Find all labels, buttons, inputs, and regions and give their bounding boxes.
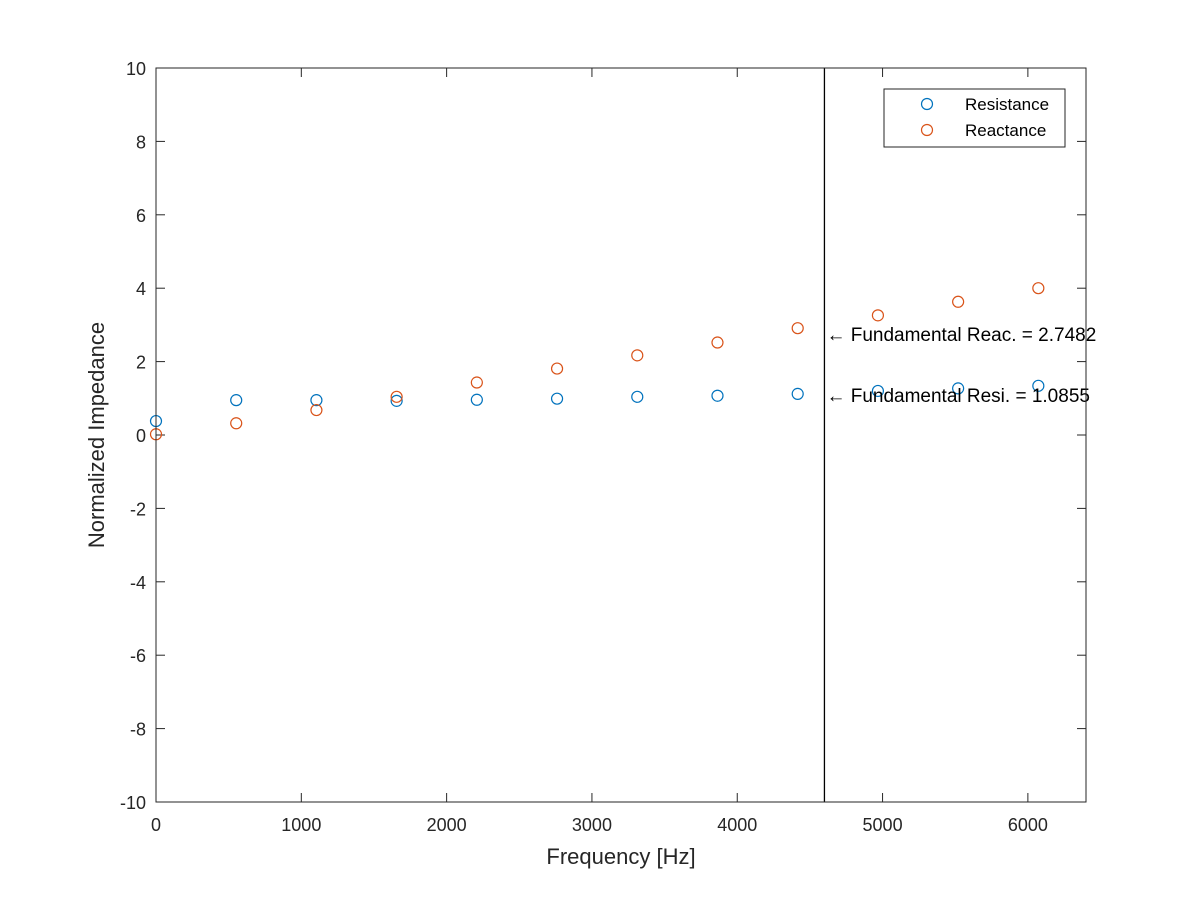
reactance-point (871, 309, 885, 322)
y-tick-label: 6 (136, 206, 146, 226)
y-axis-title: Normalized Impedance (84, 322, 109, 548)
y-tick-label: 10 (126, 59, 146, 79)
x-tick-label: 0 (151, 815, 161, 835)
reactance-point (310, 403, 323, 417)
resistance-point (470, 393, 483, 406)
y-tick-label: -4 (130, 573, 146, 593)
y-tick-label: 2 (136, 353, 146, 373)
resistance-point (791, 387, 804, 400)
legend: Resistance Reactance (883, 88, 1066, 148)
reactance-point (791, 322, 804, 335)
x-tick-label: 4000 (717, 815, 757, 835)
y-tick-labels: -10 -8 -6 -4 -2 0 2 4 6 8 10 (120, 59, 146, 813)
x-tick-label: 5000 (863, 815, 903, 835)
y-tick-label: 0 (136, 426, 146, 446)
reactance-point (390, 390, 403, 403)
resistance-point (390, 394, 403, 407)
plot-frame (155, 67, 1087, 803)
resistance-point (550, 392, 564, 405)
plot-background (156, 68, 1086, 802)
resistance-point (631, 390, 644, 403)
x-tick-label: 6000 (1008, 815, 1048, 835)
reactance-point (550, 362, 564, 375)
x-tick-label: 3000 (572, 815, 612, 835)
legend-marker-reactance (920, 123, 934, 137)
annotation-label: ← Fundamental Resi. = 1.0855 (826, 386, 1090, 407)
resistance-point (871, 384, 885, 398)
y-tick-label: -2 (130, 499, 146, 519)
x-axis-title: Frequency [Hz] (546, 844, 695, 869)
reactance-point (952, 295, 965, 308)
reactance-point (711, 336, 724, 349)
x-tick-label: 2000 (427, 815, 467, 835)
legend-label-resistance: Resistance (965, 95, 1049, 114)
resistance-point (1032, 379, 1045, 392)
legend-entries: Resistance Reactance (920, 95, 1049, 140)
x-tick-labels: 0 1000 2000 3000 4000 5000 6000 (151, 815, 1048, 835)
reactance-point (470, 376, 483, 389)
y-tick-label: -6 (130, 646, 146, 666)
resistance-point (952, 382, 965, 395)
annotation-label: ← Fundamental Reac. = 2.7482 (826, 325, 1096, 346)
reactance-point (631, 349, 644, 362)
reactance-point (230, 417, 243, 430)
legend-box (883, 88, 1066, 148)
reactance-point (1032, 282, 1045, 295)
annotations: ← Fundamental Reac. = 2.7482 ← Fundamenta… (826, 325, 1096, 407)
legend-label-reactance: Reactance (965, 121, 1046, 140)
y-tick-label: -10 (120, 793, 146, 813)
legend-marker-resistance (920, 97, 934, 111)
y-tick-label: -8 (130, 720, 146, 740)
resistance-point (310, 394, 323, 407)
resistance-point (711, 389, 724, 402)
y-tick-label: 4 (136, 279, 146, 299)
x-tick-label: 1000 (281, 815, 321, 835)
y-tick-label: 8 (136, 132, 146, 152)
axis-ticks (155, 67, 1086, 803)
resistance-point (230, 394, 243, 407)
